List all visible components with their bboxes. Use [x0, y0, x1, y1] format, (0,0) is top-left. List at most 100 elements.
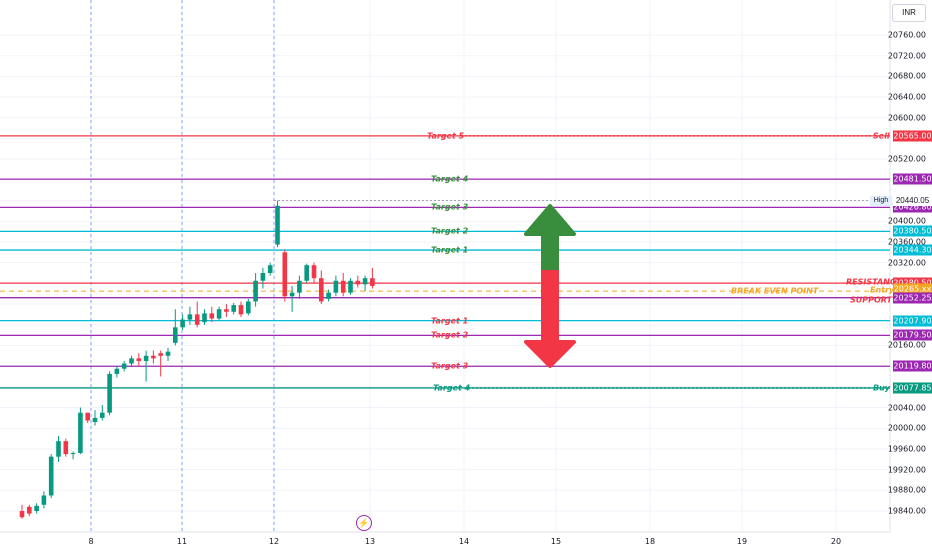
y-tick-label: 20680.00	[887, 71, 926, 81]
candle[interactable]	[348, 278, 353, 295]
candle[interactable]	[238, 301, 244, 317]
price-tag: 20481.50	[893, 173, 932, 185]
candle-body	[70, 453, 76, 455]
candle[interactable]	[187, 306, 193, 325]
candle[interactable]	[370, 267, 375, 289]
candle-body	[362, 278, 368, 285]
candle[interactable]	[282, 249, 288, 302]
candle[interactable]	[216, 306, 222, 321]
candle[interactable]	[340, 273, 346, 297]
candle[interactable]	[165, 348, 171, 361]
candle-body	[311, 265, 317, 279]
candle[interactable]	[180, 314, 185, 330]
candle-body	[19, 511, 25, 518]
candle[interactable]	[231, 303, 236, 315]
candle[interactable]	[136, 353, 142, 367]
candle[interactable]	[27, 504, 32, 517]
y-tick-label: 20160.00	[887, 340, 926, 350]
line-label: Target 2	[431, 330, 469, 340]
candle[interactable]	[129, 355, 134, 368]
line-label: Target 1	[431, 316, 469, 326]
candle-body	[41, 495, 47, 505]
position-arrows[interactable]	[524, 204, 576, 368]
candle[interactable]	[311, 262, 317, 284]
candle[interactable]	[41, 491, 47, 509]
price-lines	[0, 135, 890, 389]
candle[interactable]	[275, 200, 280, 248]
y-tick-label: 20520.00	[887, 154, 926, 164]
candle-body	[92, 417, 98, 423]
down-arrow-body	[541, 270, 559, 342]
price-tag: 20265.xx	[893, 283, 932, 295]
line-label: SUPPORT	[850, 295, 893, 305]
candle[interactable]	[121, 360, 127, 372]
candle[interactable]	[100, 404, 105, 421]
candle[interactable]	[92, 410, 98, 426]
candle[interactable]	[319, 270, 324, 305]
candle[interactable]	[48, 454, 54, 499]
candle[interactable]	[326, 289, 331, 302]
price-tag: 20207.90	[893, 315, 932, 327]
candle-body	[143, 355, 149, 361]
candle[interactable]	[209, 306, 215, 323]
candle-body	[333, 280, 339, 293]
flash-icon[interactable]: ⚡	[356, 515, 372, 531]
line-label: Target 3	[431, 361, 469, 371]
candle[interactable]	[56, 435, 61, 462]
candle[interactable]	[297, 275, 302, 299]
price-tag: 20426.80	[893, 201, 932, 213]
candle[interactable]	[260, 267, 266, 289]
candle[interactable]	[78, 407, 83, 455]
candle-body	[187, 314, 193, 320]
candle[interactable]	[333, 275, 339, 297]
line-label: Target 5	[427, 131, 465, 141]
candle[interactable]	[304, 263, 309, 284]
price-tag: 20280.50	[893, 277, 932, 289]
x-tick-label: 19	[736, 537, 748, 546]
candle-body	[63, 441, 69, 455]
candle[interactable]	[114, 366, 120, 378]
x-tick-label: 14	[458, 537, 470, 546]
candle-body	[355, 280, 361, 285]
candle-body	[136, 358, 142, 361]
candle[interactable]	[355, 275, 361, 288]
y-tick-label: 19960.00	[887, 444, 926, 454]
candle[interactable]	[253, 273, 258, 307]
currency-selector[interactable]: INR	[892, 4, 926, 22]
candle[interactable]	[267, 262, 273, 276]
candle[interactable]	[107, 371, 112, 416]
candle[interactable]	[63, 438, 69, 457]
candle-body	[224, 309, 229, 312]
y-tick-label: 20400.00	[887, 216, 926, 226]
candle-body	[275, 205, 280, 245]
x-tick-label: 18	[644, 537, 656, 546]
candle-body	[151, 355, 156, 359]
candle[interactable]	[224, 304, 229, 317]
candle-body	[129, 358, 134, 364]
candle[interactable]	[362, 275, 368, 292]
y-tick-label: 20720.00	[887, 51, 926, 61]
y-tick-label: 20040.00	[887, 403, 926, 413]
candle-body	[209, 313, 215, 319]
candle-body	[326, 292, 331, 299]
candle[interactable]	[143, 350, 149, 382]
candle-body	[173, 327, 178, 343]
candle[interactable]	[158, 350, 163, 377]
candle[interactable]	[151, 350, 156, 364]
candle[interactable]	[289, 285, 295, 312]
candle[interactable]	[194, 301, 200, 328]
candle[interactable]	[85, 412, 90, 424]
candle[interactable]	[202, 309, 207, 325]
price-tag: 20252.25	[893, 292, 932, 304]
candle[interactable]	[70, 451, 76, 460]
y-tick-label: 19840.00	[887, 506, 926, 516]
candle-body	[253, 280, 258, 302]
line-label: RESISTANCE	[846, 277, 902, 287]
candle-body	[246, 301, 251, 314]
candle[interactable]	[34, 503, 39, 514]
candle[interactable]	[246, 298, 251, 316]
candle[interactable]	[173, 309, 178, 346]
candle-body	[282, 252, 288, 297]
candle[interactable]	[19, 504, 25, 519]
